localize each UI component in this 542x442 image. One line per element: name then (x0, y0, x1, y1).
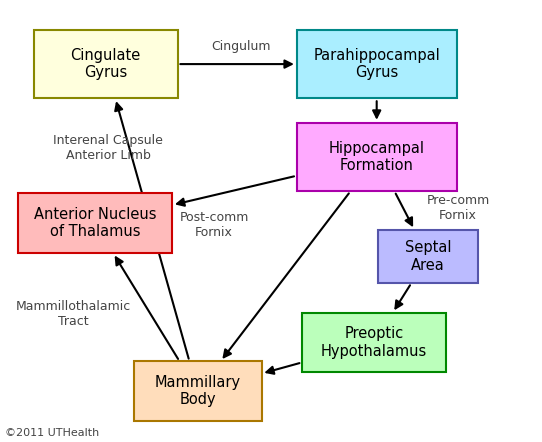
FancyBboxPatch shape (297, 122, 456, 191)
Text: Anterior Nucleus
of Thalamus: Anterior Nucleus of Thalamus (34, 207, 156, 240)
FancyBboxPatch shape (297, 30, 456, 99)
FancyBboxPatch shape (302, 313, 446, 372)
FancyBboxPatch shape (34, 30, 177, 99)
Text: Septal
Area: Septal Area (405, 240, 451, 273)
Text: Post-comm
Fornix: Post-comm Fornix (179, 211, 249, 240)
Text: Mammillary
Body: Mammillary Body (155, 375, 241, 408)
Text: ©2011 UTHealth: ©2011 UTHealth (5, 427, 100, 438)
FancyBboxPatch shape (378, 230, 479, 283)
Text: Hippocampal
Formation: Hippocampal Formation (328, 141, 425, 173)
Text: Mammillothalamic
Tract: Mammillothalamic Tract (16, 300, 131, 328)
Text: Pre-comm
Fornix: Pre-comm Fornix (427, 194, 489, 222)
FancyBboxPatch shape (134, 362, 261, 421)
Text: Interenal Capsule
Anterior Limb: Interenal Capsule Anterior Limb (54, 134, 163, 162)
Text: Parahippocampal
Gyrus: Parahippocampal Gyrus (313, 48, 440, 80)
Text: Preoptic
Hypothalamus: Preoptic Hypothalamus (321, 326, 427, 359)
Text: Cingulum: Cingulum (211, 40, 271, 53)
Text: Cingulate
Gyrus: Cingulate Gyrus (70, 48, 141, 80)
FancyBboxPatch shape (17, 194, 172, 253)
